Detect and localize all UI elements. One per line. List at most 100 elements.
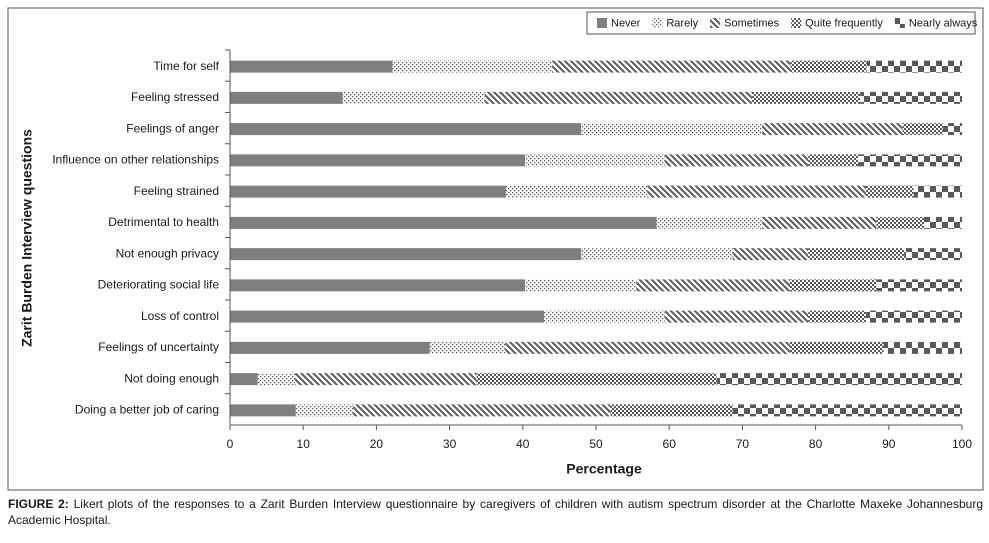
bar-segment — [866, 310, 962, 323]
x-tick-label: 60 — [663, 437, 677, 451]
legend-swatch — [652, 18, 663, 28]
bar-segment — [230, 123, 582, 136]
legend-label: Nearly always — [909, 17, 978, 29]
bar-segment — [732, 404, 962, 417]
x-tick-label: 0 — [227, 437, 234, 451]
bar-segment — [505, 185, 648, 198]
bar-segment — [230, 185, 506, 198]
bar-segment — [552, 60, 791, 73]
y-tick-label: Doing a better job of caring — [75, 403, 219, 417]
chart-frame — [7, 7, 984, 491]
bar-segment — [581, 123, 763, 136]
bar-segment — [295, 373, 477, 386]
bar-segment — [230, 154, 525, 167]
y-tick-label: Feelings of uncertainty — [98, 340, 219, 354]
bar-segment — [230, 373, 258, 386]
bar-segment — [230, 404, 296, 417]
bar-segment — [902, 123, 943, 136]
y-tick-label: Time for self — [153, 59, 219, 73]
bar-segment — [581, 248, 733, 261]
bar-segment — [257, 373, 296, 386]
y-tick-label: Feeling strained — [134, 184, 219, 198]
bar-segment — [789, 279, 877, 292]
y-tick-label: Deteriorating social life — [98, 278, 220, 292]
bar-segment — [904, 248, 962, 261]
bar-segment — [664, 310, 809, 323]
bar-segment — [858, 154, 962, 167]
bar-segment — [656, 216, 763, 229]
bar-segment — [808, 310, 867, 323]
legend-swatch — [597, 18, 607, 28]
bar-segment — [230, 91, 343, 104]
x-tick-label: 20 — [370, 437, 384, 451]
bar-segment — [808, 154, 859, 167]
bar-segment — [923, 216, 962, 229]
bar-segment — [610, 404, 733, 417]
x-tick-label: 10 — [297, 437, 311, 451]
bar-segment — [876, 216, 924, 229]
y-tick-label: Influence on other relationships — [52, 153, 219, 167]
bar-segment — [808, 248, 905, 261]
bar-segment — [716, 373, 962, 386]
bar-segment — [524, 154, 665, 167]
legend-swatch — [894, 18, 905, 28]
bar-segment — [295, 404, 353, 417]
legend-label: Quite frequently — [805, 17, 883, 29]
caption-text: Likert plots of the responses to a Zarit… — [8, 497, 983, 527]
x-tick-label: 70 — [736, 437, 750, 451]
bar-segment — [230, 341, 430, 354]
caption: FIGURE 2: Likert plots of the responses … — [8, 496, 983, 528]
chart: Percentage Zarit Burden Interview questi… — [7, 7, 984, 491]
bar-segment — [876, 279, 962, 292]
bar-segment — [942, 123, 962, 136]
bar-segment — [230, 248, 582, 261]
y-tick-label: Not enough privacy — [116, 246, 219, 260]
bar-segment — [230, 310, 545, 323]
bar-segment — [524, 279, 637, 292]
bar-segment — [342, 91, 485, 104]
bar-segment — [751, 91, 861, 104]
legend-label: Rarely — [666, 17, 698, 29]
legend-box — [586, 11, 976, 35]
bar-segment — [230, 60, 393, 73]
x-tick-label: 30 — [443, 437, 457, 451]
bar-segment — [352, 404, 611, 417]
x-tick-label: 40 — [516, 437, 530, 451]
legend-label: Never — [611, 17, 641, 29]
y-tick-label: Detrimental to health — [108, 215, 219, 229]
bar-segment — [762, 216, 877, 229]
bar-segment — [866, 60, 962, 73]
bar-segment — [392, 60, 553, 73]
x-tick-label: 100 — [952, 437, 972, 451]
bar-segment — [762, 123, 903, 136]
bar-segment — [230, 279, 525, 292]
bar-segment — [429, 341, 506, 354]
bar-segment — [647, 185, 867, 198]
y-tick-label: Feelings of anger — [126, 121, 219, 135]
bar-segment — [789, 341, 884, 354]
caption-label: FIGURE 2: — [8, 497, 69, 511]
x-tick-label: 90 — [882, 437, 896, 451]
bar-segment — [505, 341, 790, 354]
bar-segment — [860, 91, 962, 104]
x-tick-label: 50 — [589, 437, 603, 451]
y-tick-label: Feeling stressed — [131, 90, 219, 104]
bar-segment — [476, 373, 717, 386]
bar-segment — [732, 248, 809, 261]
bar-segment — [230, 216, 657, 229]
bar-segment — [664, 154, 809, 167]
y-tick-label: Not doing enough — [124, 371, 219, 385]
bar-segment — [484, 91, 752, 104]
bar-segment — [866, 185, 914, 198]
bar-segment — [636, 279, 790, 292]
y-axis-title: Zarit Burden Interview questions — [19, 129, 35, 347]
legend-label: Sometimes — [724, 17, 780, 29]
y-tick-label: Loss of control — [141, 309, 219, 323]
bar-segment — [883, 341, 962, 354]
legend-swatch — [710, 18, 721, 28]
bar-segment — [544, 310, 665, 323]
legend-swatch — [791, 18, 802, 28]
x-axis-title: Percentage — [566, 461, 642, 477]
bar-segment — [790, 60, 867, 73]
bar-segment — [913, 185, 962, 198]
